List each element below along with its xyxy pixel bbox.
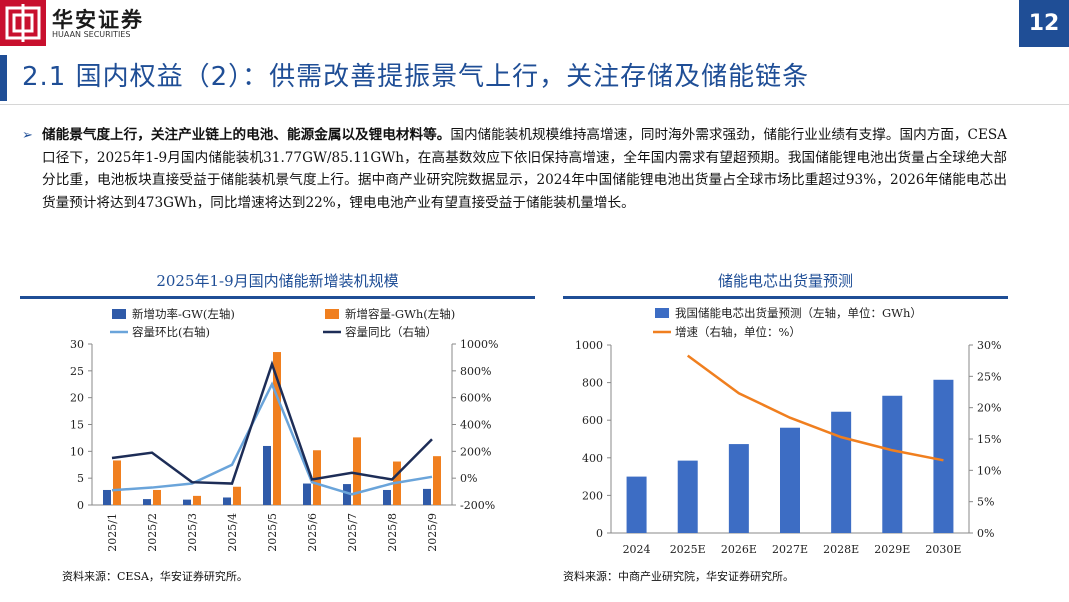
legend-label: 容量同比（右轴） xyxy=(345,325,437,339)
x-tick-label: 2025/6 xyxy=(306,513,319,552)
left-chart-source: 资料来源：CESA，华安证券研究所。 xyxy=(62,570,248,583)
x-tick-label: 2025/2 xyxy=(146,513,159,552)
y-tick-label: 600 xyxy=(582,414,603,427)
left-chart-rule xyxy=(20,296,535,299)
logo-text: 华安证券 xyxy=(52,7,144,32)
title-divider xyxy=(0,104,1069,105)
x-tick-label: 2025/5 xyxy=(266,513,279,552)
bar-power xyxy=(383,489,391,505)
right-chart-source: 资料来源：中商产业研究院，华安证券研究所。 xyxy=(563,570,794,583)
legend-swatch-1 xyxy=(325,309,339,319)
logo-mark xyxy=(0,0,46,46)
bar-power xyxy=(423,488,431,505)
x-tick-label: 2029E xyxy=(874,543,910,556)
logo-english: HUAAN SECURITIES xyxy=(52,30,131,39)
legend-swatch-0 xyxy=(655,308,669,318)
bar-shipment xyxy=(626,476,647,533)
bar-shipment xyxy=(933,379,954,533)
y-tick-label: 200 xyxy=(582,489,603,502)
x-tick-label: 2026E xyxy=(721,543,757,556)
y2-tick-label: 25% xyxy=(977,370,1001,383)
y2-tick-label: 200% xyxy=(460,445,491,458)
y2-tick-label: 1000% xyxy=(460,338,498,351)
y-tick-label: 5 xyxy=(77,472,84,485)
x-tick-label: 2025E xyxy=(670,543,706,556)
x-tick-label: 2025/8 xyxy=(386,513,399,552)
y2-tick-label: 20% xyxy=(977,402,1001,415)
y2-tick-label: 800% xyxy=(460,365,491,378)
x-tick-label: 2025/9 xyxy=(426,513,439,552)
y2-tick-label: 15% xyxy=(977,433,1001,446)
line-growth xyxy=(686,354,944,462)
title-accent-bar xyxy=(0,55,7,101)
page-title: 2.1 国内权益（2）：供需改善提振景气上行，关注存储及储能链条 xyxy=(22,62,810,92)
bar-shipment xyxy=(831,411,852,533)
x-tick-label: 2027E xyxy=(772,543,808,556)
bar-shipment xyxy=(728,444,749,533)
bar-power xyxy=(223,497,231,505)
legend-swatch-0 xyxy=(112,309,126,319)
legend-label: 新增容量-GWh(左轴) xyxy=(345,307,455,321)
bar-capacity xyxy=(233,486,241,505)
y-tick-label: 0 xyxy=(596,527,603,540)
body-text: 国内储能装机规模维持高增速，同时海外需求强劲，储能行业业绩有支撑。国内方面，CE… xyxy=(42,127,1007,211)
body-paragraph: 储能景气度上行，关注产业链上的电池、能源金属以及锂电材料等。国内储能装机规模维持… xyxy=(42,124,1007,214)
y2-tick-label: 0% xyxy=(460,472,477,485)
bar-capacity xyxy=(273,352,281,505)
bar-capacity xyxy=(193,495,201,505)
y2-tick-label: 30% xyxy=(977,339,1001,352)
y-tick-label: 20 xyxy=(70,392,84,405)
left-chart: 新增功率-GW(左轴) 新增容量-GWh(左轴) 容量环比(右轴) 容量同比（右轴） 0… xyxy=(70,307,498,552)
x-tick-label: 2025/1 xyxy=(106,513,119,552)
x-tick-label: 2024 xyxy=(623,543,651,556)
y2-tick-label: 5% xyxy=(977,496,994,509)
bar-shipment xyxy=(882,395,903,533)
bar-power xyxy=(343,484,351,505)
y-tick-label: 30 xyxy=(70,338,84,351)
right-chart: 我国储能电芯出货量预测（左轴，单位：GWh） 增速（右轴，单位：%） 0 200 400… xyxy=(575,306,1001,556)
y2-tick-label: 400% xyxy=(460,419,491,432)
y-tick-label: 1000 xyxy=(575,339,603,352)
y-tick-label: 25 xyxy=(70,365,84,378)
y2-tick-label: 600% xyxy=(460,392,491,405)
y-tick-label: 400 xyxy=(582,452,603,465)
bar-power xyxy=(103,489,111,505)
bar-capacity xyxy=(433,456,441,505)
bar-power xyxy=(303,483,311,505)
legend-label: 容量环比(右轴) xyxy=(132,325,210,339)
x-tick-label: 2025/3 xyxy=(186,513,199,552)
right-chart-title: 储能电芯出货量预测 xyxy=(717,272,853,290)
y2-tick-label: -200% xyxy=(460,499,495,512)
x-tick-label: 2025/7 xyxy=(346,513,359,552)
x-tick-label: 2030E xyxy=(925,543,961,556)
y2-tick-label: 0% xyxy=(977,527,994,540)
right-chart-rule xyxy=(563,296,1008,299)
x-tick-label: 2025/4 xyxy=(226,513,239,552)
legend-label: 新增功率-GW(左轴) xyxy=(132,307,235,321)
y-tick-label: 800 xyxy=(582,377,603,390)
legend-label: 我国储能电芯出货量预测（左轴，单位：GWh） xyxy=(675,306,922,320)
y-tick-label: 0 xyxy=(77,499,84,512)
legend-label: 增速（右轴，单位：%） xyxy=(675,325,801,339)
bar-power xyxy=(143,499,151,505)
bar-power xyxy=(183,499,191,505)
y2-tick-label: 10% xyxy=(977,464,1001,477)
bar-capacity xyxy=(113,460,121,505)
page-number: 12 xyxy=(1019,0,1069,47)
body-lead: 储能景气度上行，关注产业链上的电池、能源金属以及锂电材料等。 xyxy=(42,127,451,143)
bullet-arrow-icon: ➢ xyxy=(22,128,33,143)
line-mom xyxy=(111,381,433,496)
y-tick-label: 15 xyxy=(70,419,84,432)
x-tick-label: 2028E xyxy=(823,543,859,556)
bar-capacity xyxy=(153,489,161,505)
line-yoy xyxy=(111,360,433,485)
bar-capacity xyxy=(353,437,361,505)
bar-shipment xyxy=(780,427,800,533)
bar-power xyxy=(263,445,271,505)
y-tick-label: 10 xyxy=(70,445,84,458)
left-chart-title: 2025年1-9月国内储能新增装机规模 xyxy=(156,272,399,290)
bar-shipment xyxy=(677,460,698,533)
